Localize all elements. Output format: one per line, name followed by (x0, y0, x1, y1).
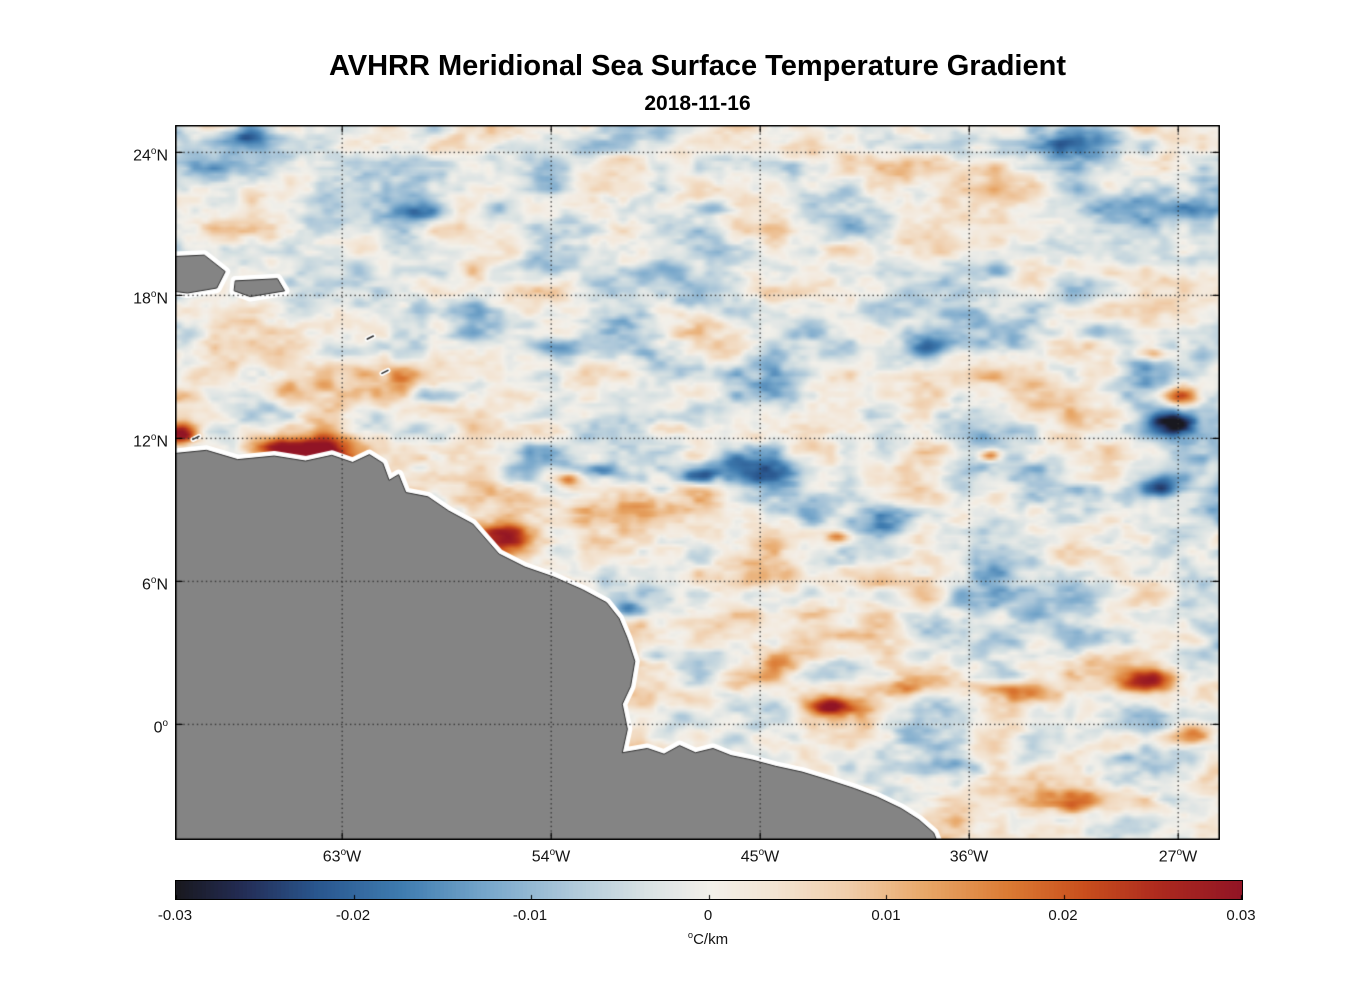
y-tick-12n: 12oN (133, 432, 168, 451)
y-tick-0: 0o (153, 718, 168, 737)
colorbar-tick: 0.02 (1048, 907, 1078, 924)
colorbar-tick: -0.02 (335, 907, 371, 924)
colorbar-units-label: oC/km (687, 930, 729, 948)
map-canvas (175, 125, 1220, 840)
colorbar-tick: -0.03 (157, 907, 193, 924)
x-tick-54w: 54oW (531, 847, 571, 866)
y-tick-18n: 18oN (133, 289, 168, 308)
chart-title: AVHRR Meridional Sea Surface Temperature… (328, 50, 1066, 82)
colorbar-tick: 0.01 (871, 907, 901, 924)
x-tick-63w: 63oW (322, 847, 362, 866)
colorbar-tick: 0 (703, 907, 713, 924)
colorbar-tick: 0.03 (1226, 907, 1256, 924)
y-tick-24n: 24oN (133, 146, 168, 165)
colorbar-tick: -0.01 (512, 907, 548, 924)
chart-subtitle: 2018-11-16 (644, 92, 751, 115)
y-tick-6n: 6oN (142, 575, 168, 594)
colorbar-canvas (175, 880, 1243, 900)
x-tick-45w: 45oW (740, 847, 780, 866)
x-tick-27w: 27oW (1158, 847, 1198, 866)
x-tick-36w: 36oW (949, 847, 989, 866)
